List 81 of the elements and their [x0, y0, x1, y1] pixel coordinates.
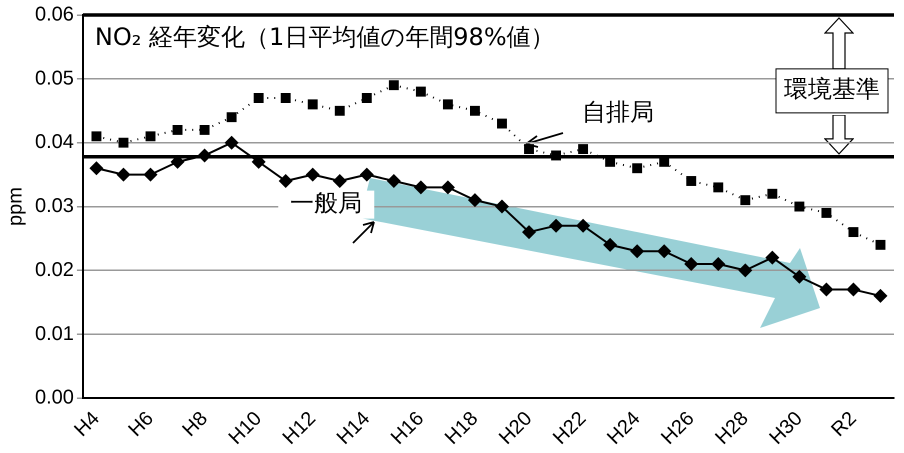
point [442, 99, 453, 110]
point [440, 180, 455, 194]
x-tick-label: H14 [332, 407, 374, 449]
y-tick-label: 0.00 [34, 386, 74, 409]
y-tick-label: 0.02 [34, 258, 74, 281]
point [280, 93, 291, 103]
point [819, 282, 834, 297]
point [632, 163, 642, 174]
point [144, 168, 158, 182]
point [767, 188, 778, 199]
annotation: 環境基準 [784, 75, 880, 104]
point [414, 180, 428, 194]
point [278, 174, 293, 188]
point [524, 144, 534, 154]
point [172, 124, 182, 135]
x-tick-label: H16 [386, 407, 428, 449]
x-tick-label: R2 [827, 407, 861, 442]
point [470, 106, 480, 116]
x-tick-label: H20 [494, 407, 536, 449]
x-tick-label: H6 [124, 407, 158, 442]
x-tick-label: H22 [549, 407, 591, 449]
point [848, 227, 858, 238]
point [386, 174, 401, 188]
y-tick-label: 0.04 [34, 131, 74, 154]
point [578, 144, 588, 154]
point [118, 138, 128, 148]
point [765, 250, 780, 265]
point [876, 240, 886, 250]
point [684, 257, 698, 272]
point [792, 270, 806, 284]
y-tick-label: 0.01 [34, 322, 74, 345]
point [630, 244, 644, 258]
chart-title: NO₂ 経年変化（1日平均値の年間98%値） [94, 23, 555, 52]
point [226, 112, 237, 122]
x-tick-label: H8 [178, 407, 212, 442]
point [846, 282, 860, 297]
point [306, 168, 320, 182]
point [657, 244, 672, 258]
x-tick-label: H18 [440, 407, 482, 449]
y-tick-label: 0.03 [34, 195, 74, 218]
y-tick-label: 0.06 [34, 4, 74, 26]
x-tick-label: H24 [603, 407, 645, 449]
x-tick-label: H28 [711, 407, 753, 449]
point [362, 93, 372, 103]
x-tick-label: H12 [278, 407, 320, 449]
x-tick-label: H30 [765, 407, 807, 449]
x-tick-label: H10 [224, 407, 266, 449]
point [334, 106, 345, 116]
point [603, 238, 618, 252]
point [146, 131, 156, 142]
series-label: 自排局 [582, 98, 654, 126]
point [224, 136, 239, 150]
point [713, 182, 724, 192]
point [116, 168, 130, 182]
point [738, 263, 752, 278]
series-label: 一般局 [290, 188, 362, 217]
y-tick-label: 0.05 [34, 67, 74, 90]
point [200, 124, 210, 135]
point [711, 257, 726, 272]
point [522, 225, 536, 240]
point [89, 161, 104, 176]
point [332, 174, 347, 188]
point [468, 193, 482, 208]
point [254, 93, 264, 103]
point [549, 218, 564, 233]
point [821, 208, 832, 218]
point [91, 131, 102, 142]
x-tick-label: H4 [70, 407, 104, 442]
x-tick-label: H26 [657, 407, 699, 449]
point [416, 86, 426, 97]
y-axis-title: ppm [4, 187, 27, 226]
point [360, 168, 374, 182]
point [497, 118, 507, 128]
point [576, 218, 590, 233]
point [308, 99, 318, 110]
point [873, 288, 888, 303]
point [494, 200, 509, 214]
point [388, 80, 399, 90]
point [794, 202, 804, 212]
point [740, 195, 750, 206]
point [686, 176, 696, 186]
